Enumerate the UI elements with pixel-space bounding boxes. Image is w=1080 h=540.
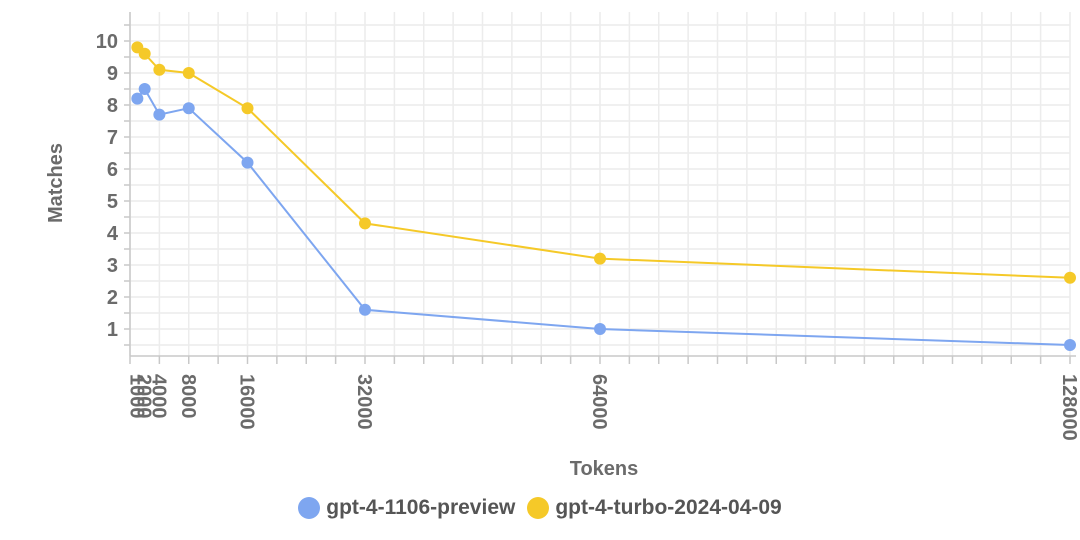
data-point-series-1[interactable] <box>182 102 195 115</box>
x-tick-label: 128000 <box>1058 374 1080 441</box>
data-point-series-2[interactable] <box>153 63 166 76</box>
data-point-series-2[interactable] <box>594 252 606 265</box>
data-point-series-1[interactable] <box>131 92 144 105</box>
y-tick-label: 10 <box>96 31 118 53</box>
y-tick-label: 9 <box>107 63 118 85</box>
x-tick-label: 4000 <box>147 374 169 419</box>
data-point-series-1[interactable] <box>594 323 606 335</box>
y-tick-label: 6 <box>107 159 118 181</box>
data-point-series-1[interactable] <box>153 108 166 121</box>
grid <box>129 12 1071 356</box>
y-axis-title: Matches <box>45 143 67 223</box>
x-tick-label: 16000 <box>236 374 258 430</box>
y-tick-labels: 1 2 3 4 5 6 7 8 9 10 <box>96 31 119 341</box>
legend-swatch-series-2 <box>527 497 550 519</box>
data-point-series-2[interactable] <box>182 67 195 79</box>
y-tick-label: 2 <box>107 287 118 309</box>
data-point-series-2[interactable] <box>241 102 254 115</box>
legend-item-series-2[interactable]: gpt-4-turbo-2024-04-09 <box>527 496 782 520</box>
y-tick-label: 7 <box>107 127 118 149</box>
data-point-series-2[interactable] <box>1064 271 1076 284</box>
legend-label-series-1: gpt-4-1106-preview <box>326 496 516 519</box>
data-point-series-1[interactable] <box>1064 339 1076 351</box>
x-tick-label: 8000 <box>177 374 199 419</box>
data-point-series-1[interactable] <box>241 156 254 169</box>
data-point-series-1[interactable] <box>138 83 151 95</box>
x-tick-label: 2000 <box>133 374 155 419</box>
x-tick-label: 1000 <box>125 374 147 419</box>
data-point-series-2[interactable] <box>359 217 371 230</box>
data-point-series-2[interactable] <box>138 47 151 60</box>
axes <box>124 12 1076 364</box>
legend-label-series-2: gpt-4-turbo-2024-04-09 <box>555 496 782 519</box>
y-tick-label: 1 <box>107 319 118 341</box>
legend-swatch-series-1 <box>298 497 321 519</box>
x-tick-label: 32000 <box>353 374 375 430</box>
data-point-series-1[interactable] <box>359 303 371 316</box>
y-tick-label: 8 <box>107 95 118 117</box>
legend: gpt-4-1106-preview gpt-4-turbo-2024-04-0… <box>0 490 1080 526</box>
legend-item-series-1[interactable]: gpt-4-1106-preview <box>298 496 515 520</box>
series-group <box>131 41 1076 351</box>
x-axis-title: Tokens <box>570 458 639 480</box>
y-tick-label: 4 <box>107 223 119 245</box>
x-tick-label: 64000 <box>588 374 610 430</box>
y-tick-label: 5 <box>107 191 118 213</box>
y-tick-label: 3 <box>107 255 118 277</box>
